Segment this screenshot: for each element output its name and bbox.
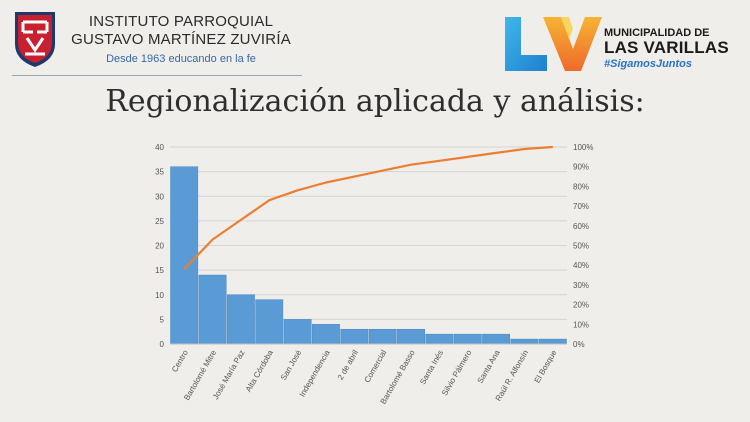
bar-1	[170, 166, 199, 345]
slide-title: Regionalización aplicada y análisis:	[105, 84, 645, 119]
institution-name-line2: GUSTAVO MARTÍNEZ ZUVIRÍA	[71, 31, 291, 48]
y2-tick-label: 90%	[573, 163, 589, 172]
y-tick-label: 30	[155, 192, 164, 201]
x-tick-label: Comercial	[363, 348, 389, 384]
municipality-name-line1: MUNICIPALIDAD DE	[604, 27, 710, 39]
municipality-name-line2: LAS VARILLAS	[604, 38, 729, 57]
x-tick-label: El Bosque	[533, 348, 559, 385]
pareto-chart: 0 5 10 15 20 25 30 35 40 0% 10% 20% 30% 40% 50% 60% 70% 8…	[155, 143, 593, 406]
municipality-hashtag: #SigamosJuntos	[604, 58, 693, 70]
y2-tick-label: 40%	[573, 261, 589, 270]
bar-9	[397, 328, 425, 345]
bar-10	[425, 333, 454, 345]
y-tick-label: 20	[155, 242, 164, 251]
y-tick-label: 40	[155, 143, 164, 152]
x-tick-label: Santa Ana	[476, 348, 503, 385]
bar-13	[510, 338, 539, 345]
bar-12	[482, 333, 511, 345]
bar-14	[538, 338, 567, 345]
municipality-lv-logo	[505, 17, 602, 71]
institution-header: INSTITUTO PARROQUIAL GUSTAVO MARTÍNEZ ZU…	[0, 0, 302, 80]
bar-7	[340, 328, 369, 345]
y2-tick-label: 70%	[573, 202, 589, 211]
x-tick-label: 2 de abril	[336, 348, 360, 381]
bar-6	[312, 324, 340, 345]
x-tick-label: Centro	[170, 348, 190, 374]
x-tick-label: Santa Inés	[418, 349, 445, 387]
institution-shield-logo	[15, 12, 55, 67]
bar-4	[255, 299, 284, 345]
x-tick-label: Alta Córdoba	[244, 348, 275, 393]
y-tick-label: 35	[155, 168, 164, 177]
bar-8	[368, 328, 397, 345]
x-tick-label: José María Paz	[211, 349, 247, 402]
y-tick-label: 25	[155, 217, 164, 226]
x-tick-label: Silvio Pálmero	[440, 348, 474, 397]
y2-tick-label: 30%	[573, 281, 589, 290]
y2-tick-label: 0%	[573, 340, 585, 349]
y2-tick-label: 80%	[573, 182, 589, 191]
x-tick-label: San José	[279, 348, 304, 382]
institution-tagline: Desde 1963 educando en la fe	[106, 53, 256, 65]
y-tick-label: 5	[160, 315, 165, 324]
y2-tick-label: 50%	[573, 242, 589, 251]
bar-11	[453, 333, 482, 345]
y2-tick-label: 60%	[573, 222, 589, 231]
institution-name-line1: INSTITUTO PARROQUIAL	[88, 13, 274, 30]
x-tick-label: Independencia	[298, 348, 332, 398]
y2-tick-label: 10%	[573, 320, 589, 329]
y2-tick-label: 20%	[573, 301, 589, 310]
bar-2	[198, 274, 227, 345]
cumulative-line	[183, 145, 553, 270]
y-tick-label: 10	[155, 291, 164, 300]
bar-3	[226, 294, 255, 345]
bar-5	[283, 319, 312, 345]
municipality-header: MUNICIPALIDAD DE LAS VARILLAS #SigamosJu…	[503, 13, 743, 75]
institution-name: INSTITUTO PARROQUIAL GUSTAVO MARTÍNEZ ZU…	[66, 13, 296, 49]
y2-tick-label: 100%	[573, 143, 593, 152]
header-divider	[12, 75, 302, 76]
y-tick-label: 0	[160, 340, 165, 349]
y-tick-label: 15	[155, 266, 164, 275]
